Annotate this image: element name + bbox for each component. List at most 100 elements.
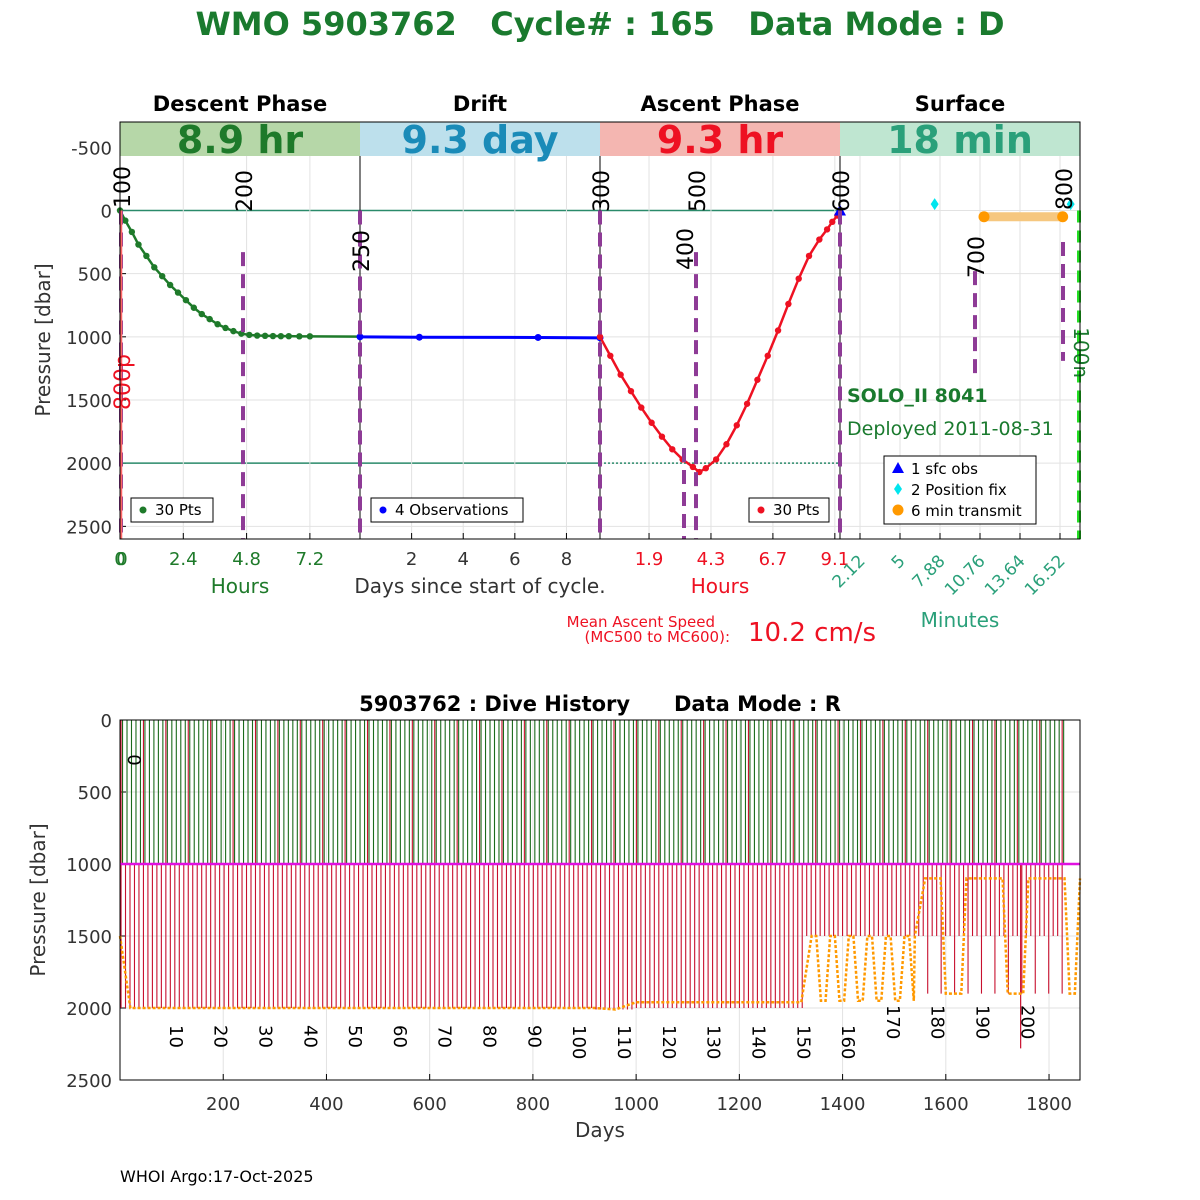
mc-marker-label: 700 bbox=[965, 236, 990, 278]
surface-legend-label: 1 sfc obs bbox=[911, 460, 978, 478]
phase-band bbox=[360, 122, 600, 156]
phase-band bbox=[840, 122, 1080, 156]
x-tick-label: 13.64 bbox=[981, 551, 1030, 600]
history-x-tick-label: 1600 bbox=[923, 1094, 969, 1115]
phase-duration: 9.3 hr bbox=[657, 118, 784, 162]
surface-legend-marker bbox=[892, 504, 904, 516]
descent-point bbox=[158, 272, 166, 280]
drift-legend-marker bbox=[379, 506, 387, 514]
drift-point bbox=[534, 333, 542, 341]
descent-point bbox=[277, 332, 285, 340]
history-cycle-label: 70 bbox=[434, 1025, 455, 1048]
mc-marker-label: 600 bbox=[830, 170, 855, 212]
ascent-legend-marker bbox=[757, 506, 765, 514]
history-x-tick-label: 1400 bbox=[820, 1094, 866, 1115]
descent-point bbox=[261, 332, 269, 340]
x-tick-label: 5 bbox=[888, 551, 910, 573]
x-tick-label: 4 bbox=[457, 549, 468, 570]
descent-point bbox=[246, 331, 253, 339]
ascent-point bbox=[596, 333, 604, 341]
ascent-point bbox=[754, 376, 761, 383]
x-tick-label: 1.9 bbox=[635, 549, 664, 570]
phase-duration: 18 min bbox=[887, 118, 1033, 162]
x-tick-label: 7.2 bbox=[296, 549, 325, 570]
phase-band bbox=[600, 122, 840, 156]
sfc-obs-marker bbox=[834, 204, 846, 216]
history-cycle-label: 50 bbox=[344, 1025, 365, 1048]
phase-title: Surface bbox=[915, 92, 1005, 116]
history-cycle-label: 110 bbox=[613, 1025, 634, 1059]
x-tick-label: 0 bbox=[116, 549, 127, 570]
descent-point bbox=[285, 332, 292, 340]
x-tick-label: 2.4 bbox=[169, 549, 198, 570]
x-tick-label: 4.3 bbox=[697, 549, 726, 570]
descent-point bbox=[230, 327, 237, 335]
history-cycle-label: 150 bbox=[792, 1025, 813, 1059]
descent-point bbox=[306, 333, 314, 340]
transmit-end-marker bbox=[1057, 211, 1069, 223]
ascent-speed-label-1: Mean Ascent Speed bbox=[567, 613, 715, 631]
phase-duration: 8.9 hr bbox=[177, 118, 304, 162]
history-cycle-label: 40 bbox=[299, 1025, 320, 1048]
x-tick-label: 6.7 bbox=[759, 549, 788, 570]
ascent-speed-label-2: (MC500 to MC600): bbox=[585, 628, 730, 646]
history-cycle-label: 140 bbox=[747, 1025, 768, 1059]
ascent-point bbox=[702, 465, 710, 472]
descent-point bbox=[122, 217, 129, 224]
y-tick-label: -500 bbox=[71, 138, 112, 159]
ascent-point bbox=[638, 404, 645, 411]
drift-point bbox=[415, 333, 423, 341]
ascent-point bbox=[658, 433, 666, 440]
ascent-point bbox=[764, 352, 771, 359]
float-deployed: Deployed 2011-08-31 bbox=[847, 418, 1054, 440]
descent-point bbox=[151, 264, 158, 271]
ascent-point bbox=[774, 327, 782, 334]
ascent-point bbox=[607, 352, 614, 359]
history-cycle-label: 20 bbox=[210, 1025, 231, 1048]
mc-marker-label: 200 bbox=[233, 170, 258, 212]
history-cycle-label: 100 bbox=[568, 1025, 589, 1059]
surface-legend-label: 6 min transmit bbox=[911, 502, 1022, 520]
descent-side-label: 800p bbox=[111, 354, 136, 410]
top-ylabel: Pressure [dbar] bbox=[31, 263, 55, 416]
descent-point bbox=[214, 320, 221, 328]
drift-point bbox=[356, 333, 364, 341]
phase-title: Drift bbox=[453, 92, 507, 116]
phase-xlabel: Minutes bbox=[921, 608, 1000, 632]
history-y-tick-label: 0 bbox=[101, 711, 112, 732]
history-cycle-label: 0 bbox=[123, 754, 144, 765]
history-cycle-label: 180 bbox=[927, 1005, 948, 1039]
ascent-point bbox=[689, 463, 697, 471]
top-panel-frame bbox=[119, 121, 1081, 540]
ascent-speed-value: 10.2 cm/s bbox=[748, 618, 876, 648]
descent-point bbox=[135, 241, 142, 248]
mc-marker-label: 100 bbox=[111, 166, 136, 208]
ascent-point bbox=[648, 419, 655, 426]
descent-point bbox=[206, 315, 213, 323]
history-title: 5903762 : Dive History Data Mode : R bbox=[359, 692, 841, 716]
descent-point bbox=[222, 324, 229, 332]
y-tick-label: 2000 bbox=[66, 454, 112, 475]
x-tick-label: 8 bbox=[561, 549, 572, 570]
mc-marker-label: 800 bbox=[1053, 168, 1078, 210]
history-cycle-label: 90 bbox=[523, 1025, 544, 1048]
ascent-point bbox=[785, 300, 792, 308]
descent-point bbox=[198, 310, 205, 318]
history-cycle-label: 160 bbox=[837, 1025, 858, 1059]
descent-point bbox=[253, 332, 261, 339]
ascent-point bbox=[805, 252, 813, 260]
footer-credit: WHOI Argo:17-Oct-2025 bbox=[120, 1167, 314, 1186]
history-cycle-label: 10 bbox=[165, 1025, 186, 1048]
history-x-tick-label: 800 bbox=[516, 1094, 550, 1115]
x-tick-label: 16.52 bbox=[1021, 551, 1070, 600]
phase-title: Ascent Phase bbox=[641, 92, 800, 116]
phase-band bbox=[120, 122, 360, 156]
surface-legend-marker bbox=[892, 462, 904, 473]
phase-xlabel: Hours bbox=[691, 574, 750, 598]
ascent-point bbox=[627, 387, 635, 395]
ascent-point bbox=[795, 275, 802, 282]
history-y-tick-label: 2500 bbox=[66, 1071, 112, 1092]
